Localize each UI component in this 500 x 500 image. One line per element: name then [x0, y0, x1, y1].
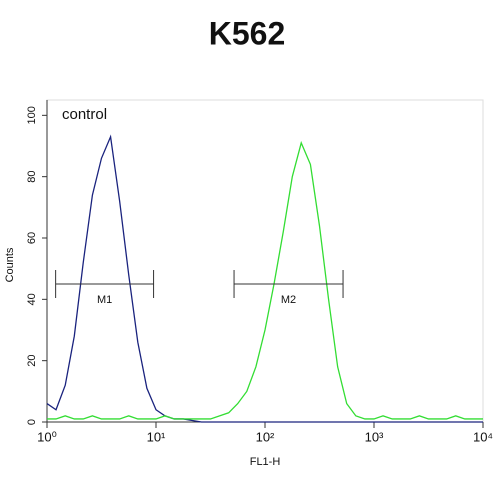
- chart-title: K562: [209, 15, 286, 51]
- y-tick-label: 100: [26, 106, 38, 124]
- y-tick-label: 20: [26, 355, 38, 367]
- x-tick-label: 10⁰: [37, 429, 57, 444]
- y-tick-label: 0: [26, 419, 38, 425]
- y-tick-label: 40: [26, 293, 38, 305]
- series-line: [46, 134, 483, 423]
- y-tick-label: 80: [26, 171, 38, 183]
- x-tick-label: 10⁴: [473, 429, 493, 444]
- series-label: control: [62, 106, 107, 123]
- x-tick-label: 10³: [365, 429, 384, 444]
- series-line: [47, 140, 483, 420]
- marker-label: M2: [281, 294, 296, 306]
- x-tick-label: 10¹: [147, 429, 166, 444]
- x-tick-label: 10²: [256, 429, 275, 444]
- y-axis-label: Counts: [4, 247, 16, 282]
- x-axis-label: FL1-H: [250, 456, 281, 468]
- y-tick-label: 60: [26, 232, 38, 244]
- marker-label: M1: [97, 294, 112, 306]
